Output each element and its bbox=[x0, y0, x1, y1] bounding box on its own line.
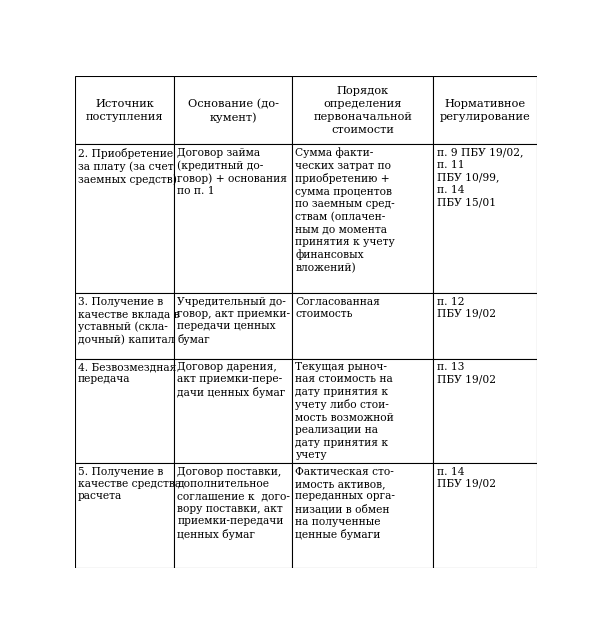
Bar bbox=[174, 359, 292, 463]
Bar bbox=[174, 144, 292, 293]
Text: Источник
поступления: Источник поступления bbox=[85, 99, 163, 122]
Text: Договор поставки,
дополнительное
соглашение к  дого-
вору поставки, акт
приемки-: Договор поставки, дополнительное соглаше… bbox=[177, 466, 290, 540]
Text: Договор займа
(кредитный до-
говор) + основания
по п. 1: Договор займа (кредитный до- говор) + ос… bbox=[177, 147, 287, 196]
Bar bbox=[292, 463, 433, 568]
Bar bbox=[433, 144, 537, 293]
Text: Основание (до-
кумент): Основание (до- кумент) bbox=[187, 99, 279, 122]
Text: п. 13
ПБУ 19/02: п. 13 ПБУ 19/02 bbox=[436, 362, 496, 384]
Bar bbox=[433, 293, 537, 359]
Text: Текущая рыноч-
ная стоимость на
дату принятия к
учету либо стои-
мость возможной: Текущая рыноч- ная стоимость на дату при… bbox=[296, 362, 394, 460]
Bar bbox=[292, 144, 433, 293]
Bar bbox=[174, 293, 292, 359]
Text: Порядок
определения
первоначальной
стоимости: Порядок определения первоначальной стоим… bbox=[313, 86, 412, 135]
Bar bbox=[292, 77, 433, 144]
Bar bbox=[174, 463, 292, 568]
Text: Нормативное
регулирование: Нормативное регулирование bbox=[440, 99, 531, 122]
Text: Фактическая сто-
имость активов,
переданных орга-
низации в обмен
на полученные
: Фактическая сто- имость активов, передан… bbox=[296, 466, 395, 540]
Text: Сумма факти-
ческих затрат по
приобретению +
сумма процентов
по заемным сред-
ст: Сумма факти- ческих затрат по приобретен… bbox=[296, 147, 395, 273]
Bar bbox=[433, 359, 537, 463]
Bar bbox=[75, 463, 174, 568]
Bar bbox=[433, 77, 537, 144]
Bar bbox=[292, 293, 433, 359]
Text: 3. Получение в
качестве вклада в
уставный (скла-
дочный) капитал: 3. Получение в качестве вклада в уставны… bbox=[78, 297, 180, 345]
Bar bbox=[75, 144, 174, 293]
Bar bbox=[75, 77, 174, 144]
Text: п. 14
ПБУ 19/02: п. 14 ПБУ 19/02 bbox=[436, 466, 496, 489]
Text: 2. Приобретение
за плату (за счет
заемных средств): 2. Приобретение за плату (за счет заемны… bbox=[78, 147, 177, 184]
Text: Учредительный до-
говор, акт приемки-
передачи ценных
бумаг: Учредительный до- говор, акт приемки- пе… bbox=[177, 297, 291, 345]
Text: 5. Получение в
качестве средства
расчета: 5. Получение в качестве средства расчета bbox=[78, 466, 181, 501]
Bar bbox=[292, 359, 433, 463]
Bar bbox=[75, 359, 174, 463]
Bar bbox=[75, 293, 174, 359]
Text: Согласованная
стоимость: Согласованная стоимость bbox=[296, 297, 380, 319]
Text: Договор дарения,
акт приемки-пере-
дачи ценных бумаг: Договор дарения, акт приемки-пере- дачи … bbox=[177, 362, 286, 398]
Bar bbox=[174, 77, 292, 144]
Bar bbox=[433, 463, 537, 568]
Text: п. 9 ПБУ 19/02,
п. 11
ПБУ 10/99,
п. 14
ПБУ 15/01: п. 9 ПБУ 19/02, п. 11 ПБУ 10/99, п. 14 П… bbox=[436, 147, 523, 207]
Text: п. 12
ПБУ 19/02: п. 12 ПБУ 19/02 bbox=[436, 297, 496, 319]
Text: 4. Безвозмездная
передача: 4. Безвозмездная передача bbox=[78, 362, 176, 384]
